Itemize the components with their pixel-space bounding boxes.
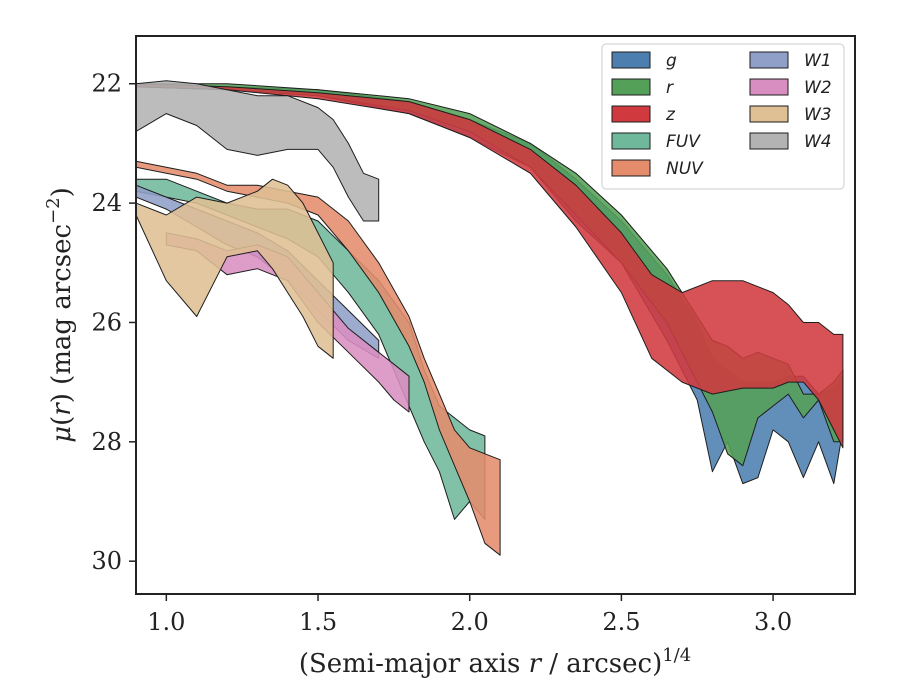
profile-bands [136,80,844,556]
legend-label-w3: W3 [804,105,832,125]
legend-swatch-w1 [749,51,789,69]
legend-swatch-fuv [611,132,651,150]
x-axis-ticks: 1.0 1.5 2.0 2.5 3.0 [147,594,792,636]
legend-label-nuv: NUV [666,159,704,179]
band-w3 [136,178,334,359]
y-tick-label: 26 [91,308,122,336]
legend-swatch-g [611,51,651,69]
plot-frame [135,35,856,595]
x-tick-label: 2.0 [451,608,489,636]
legend-label-r: r [666,78,674,98]
legend-label-w1: W1 [804,51,832,71]
legend-swatch-w4 [749,132,789,150]
y-axis-label: μ(r) (mag arcsec−2) [43,187,77,443]
x-tick-label: 3.0 [754,608,792,636]
x-tick-label: 1.5 [299,608,337,636]
x-tick-label: 2.5 [602,608,640,636]
legend-swatch-w2 [749,78,789,96]
y-tick-label: 24 [91,189,122,217]
legend-label-w2: W2 [804,78,832,98]
x-tick-label: 1.0 [147,608,185,636]
legend: grz FUV NUV W1 W2 W3 W4 [601,43,845,190]
legend-swatch-nuv [611,159,651,177]
band-w4 [136,80,380,222]
y-tick-label: 28 [91,428,122,456]
x-axis-label: (Semi-major axis r / arcsec)1/4 [299,645,691,679]
legend-swatch-z [611,105,651,123]
legend-swatch-w3 [749,105,789,123]
legend-swatch-r [611,78,651,96]
legend-label-g: g [666,51,677,71]
legend-label-w4: W4 [804,132,832,152]
y-axis-ticks: 22 24 26 28 30 [91,70,136,575]
band-z [136,83,844,449]
y-tick-label: 30 [91,547,122,575]
y-tick-label: 22 [91,70,122,98]
legend-label-fuv: FUV [666,132,701,152]
legend-label-z: z [665,105,676,125]
